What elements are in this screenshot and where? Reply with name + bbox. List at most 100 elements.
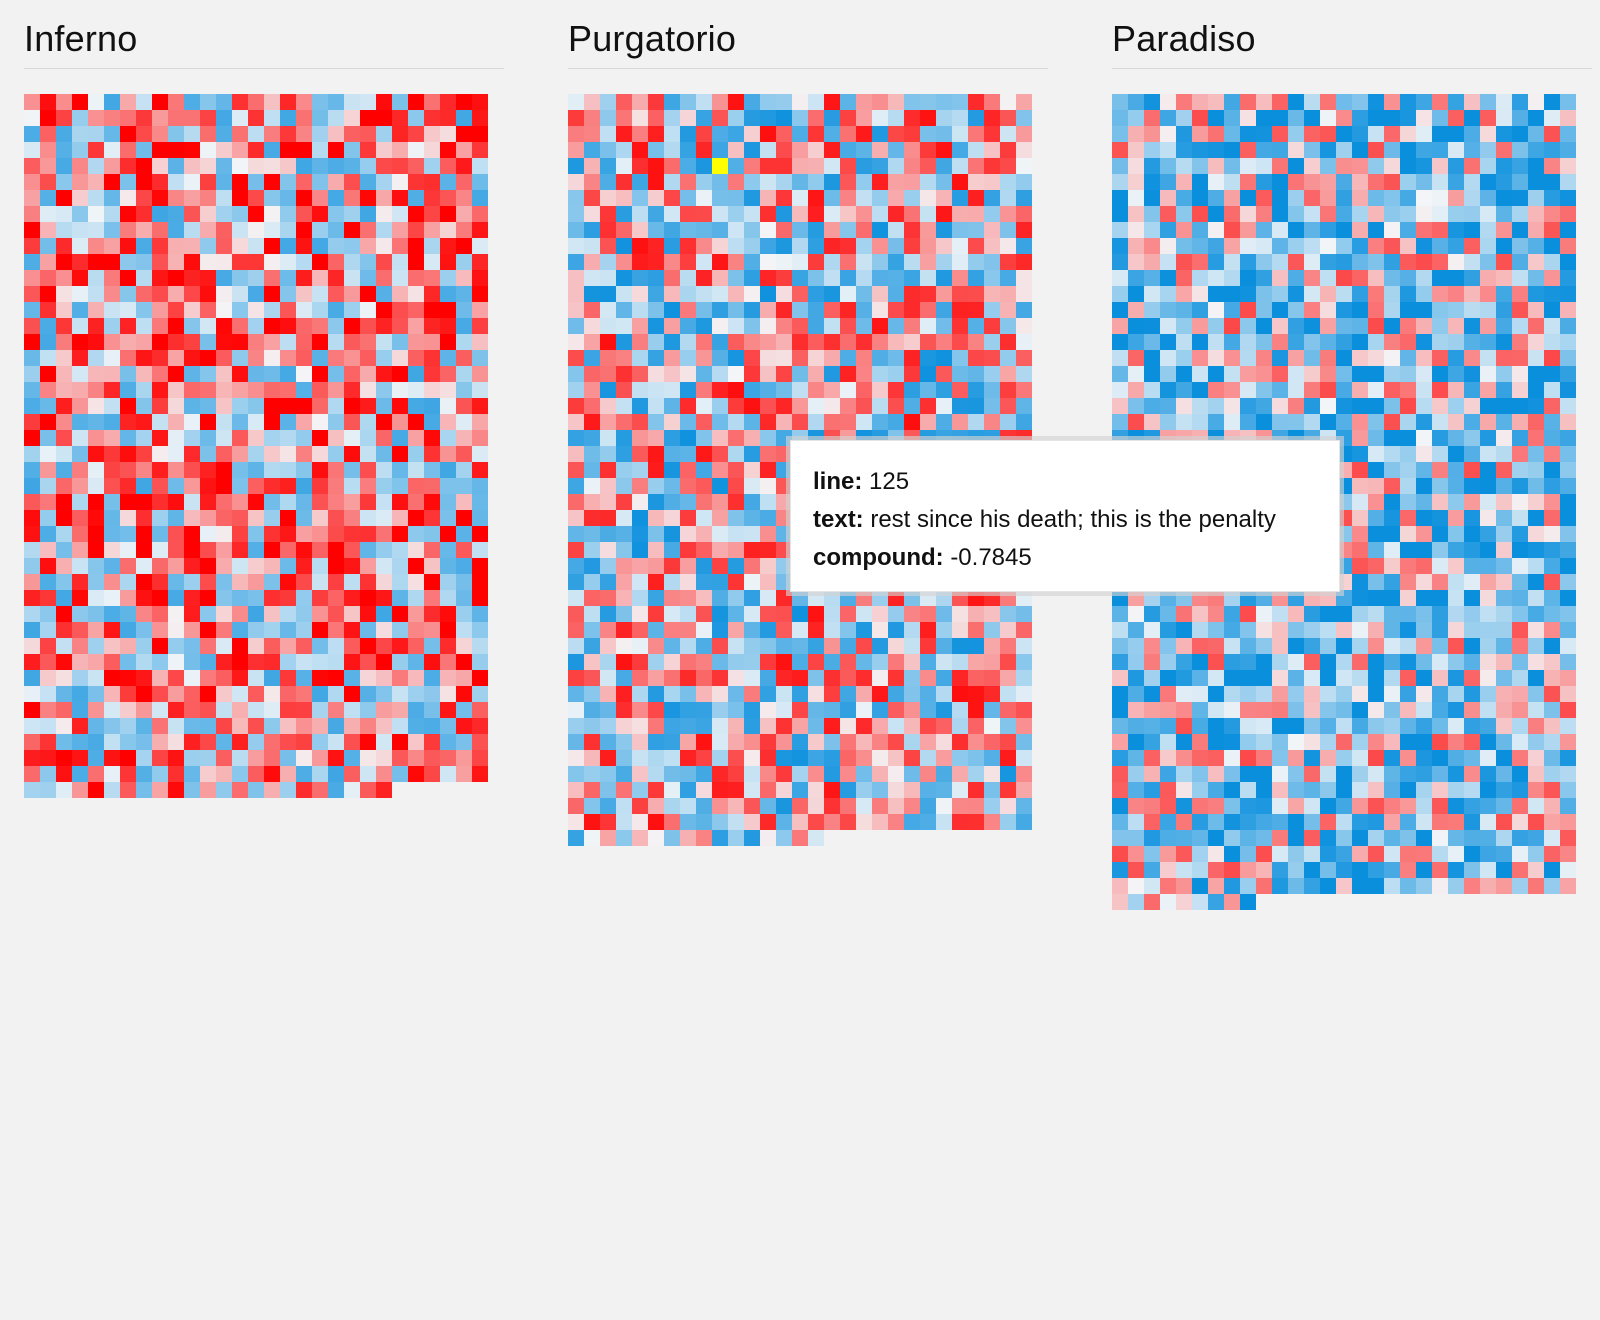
line-cell[interactable] [1464,606,1480,622]
line-cell[interactable] [648,318,664,334]
line-cell[interactable] [440,318,456,334]
line-cell[interactable] [40,494,56,510]
line-cell[interactable] [1320,318,1336,334]
line-cell[interactable] [472,142,488,158]
line-cell[interactable] [1208,846,1224,862]
line-cell[interactable] [344,398,360,414]
line-cell[interactable] [232,478,248,494]
line-cell[interactable] [584,510,600,526]
line-cell[interactable] [216,286,232,302]
line-cell[interactable] [456,526,472,542]
line-cell[interactable] [1384,862,1400,878]
line-cell[interactable] [1112,622,1128,638]
line-cell[interactable] [1432,414,1448,430]
line-cell[interactable] [24,126,40,142]
line-cell[interactable] [1000,798,1016,814]
line-cell[interactable] [136,638,152,654]
line-cell[interactable] [1160,638,1176,654]
line-cell[interactable] [1272,238,1288,254]
line-cell[interactable] [1512,350,1528,366]
line-cell[interactable] [712,366,728,382]
line-cell[interactable] [456,142,472,158]
line-cell[interactable] [792,126,808,142]
line-cell[interactable] [744,286,760,302]
line-cell[interactable] [600,462,616,478]
line-cell[interactable] [376,542,392,558]
line-cell[interactable] [1432,334,1448,350]
line-cell[interactable] [1304,254,1320,270]
line-cell[interactable] [712,734,728,750]
line-cell[interactable] [568,254,584,270]
line-cell[interactable] [120,462,136,478]
line-cell[interactable] [168,782,184,798]
line-cell[interactable] [72,142,88,158]
line-cell[interactable] [1400,158,1416,174]
line-cell[interactable] [1320,238,1336,254]
line-cell[interactable] [584,366,600,382]
line-cell[interactable] [680,558,696,574]
line-cell[interactable] [104,270,120,286]
line-cell[interactable] [1144,158,1160,174]
line-cell[interactable] [1464,590,1480,606]
line-cell[interactable] [1528,110,1544,126]
line-cell[interactable] [792,718,808,734]
line-cell[interactable] [1336,158,1352,174]
line-cell[interactable] [680,654,696,670]
line-cell[interactable] [440,94,456,110]
line-cell[interactable] [152,526,168,542]
line-cell[interactable] [696,606,712,622]
line-cell[interactable] [1448,126,1464,142]
line-cell[interactable] [88,670,104,686]
line-cell[interactable] [888,206,904,222]
line-cell[interactable] [216,510,232,526]
line-cell[interactable] [1208,782,1224,798]
line-cell[interactable] [568,270,584,286]
line-cell[interactable] [104,654,120,670]
line-cell[interactable] [1416,270,1432,286]
line-cell[interactable] [600,334,616,350]
line-cell[interactable] [744,414,760,430]
line-cell[interactable] [1160,782,1176,798]
line-cell[interactable] [616,382,632,398]
line-cell[interactable] [328,670,344,686]
line-cell[interactable] [456,766,472,782]
line-cell[interactable] [88,94,104,110]
line-cell[interactable] [664,526,680,542]
line-cell[interactable] [1464,222,1480,238]
line-cell[interactable] [616,542,632,558]
line-cell[interactable] [584,574,600,590]
line-cell[interactable] [936,366,952,382]
line-cell[interactable] [920,654,936,670]
line-cell[interactable] [424,462,440,478]
line-cell[interactable] [1240,814,1256,830]
line-cell[interactable] [776,494,792,510]
line-cell[interactable] [920,734,936,750]
line-cell[interactable] [344,110,360,126]
line-cell[interactable] [1160,94,1176,110]
line-cell[interactable] [1560,638,1576,654]
line-cell[interactable] [840,238,856,254]
line-cell[interactable] [936,318,952,334]
line-cell[interactable] [88,158,104,174]
line-cell[interactable] [600,766,616,782]
line-cell[interactable] [168,686,184,702]
line-cell[interactable] [344,222,360,238]
line-cell[interactable] [424,558,440,574]
line-cell[interactable] [616,590,632,606]
line-cell[interactable] [1288,302,1304,318]
line-cell[interactable] [1368,638,1384,654]
line-cell[interactable] [328,766,344,782]
line-cell[interactable] [648,398,664,414]
line-cell[interactable] [904,414,920,430]
line-cell[interactable] [264,94,280,110]
line-cell[interactable] [616,526,632,542]
line-cell[interactable] [728,606,744,622]
line-cell[interactable] [360,590,376,606]
line-cell[interactable] [1400,734,1416,750]
line-cell[interactable] [680,238,696,254]
line-cell[interactable] [792,686,808,702]
line-cell[interactable] [680,366,696,382]
line-cell[interactable] [440,462,456,478]
line-cell[interactable] [328,398,344,414]
line-cell[interactable] [1256,702,1272,718]
